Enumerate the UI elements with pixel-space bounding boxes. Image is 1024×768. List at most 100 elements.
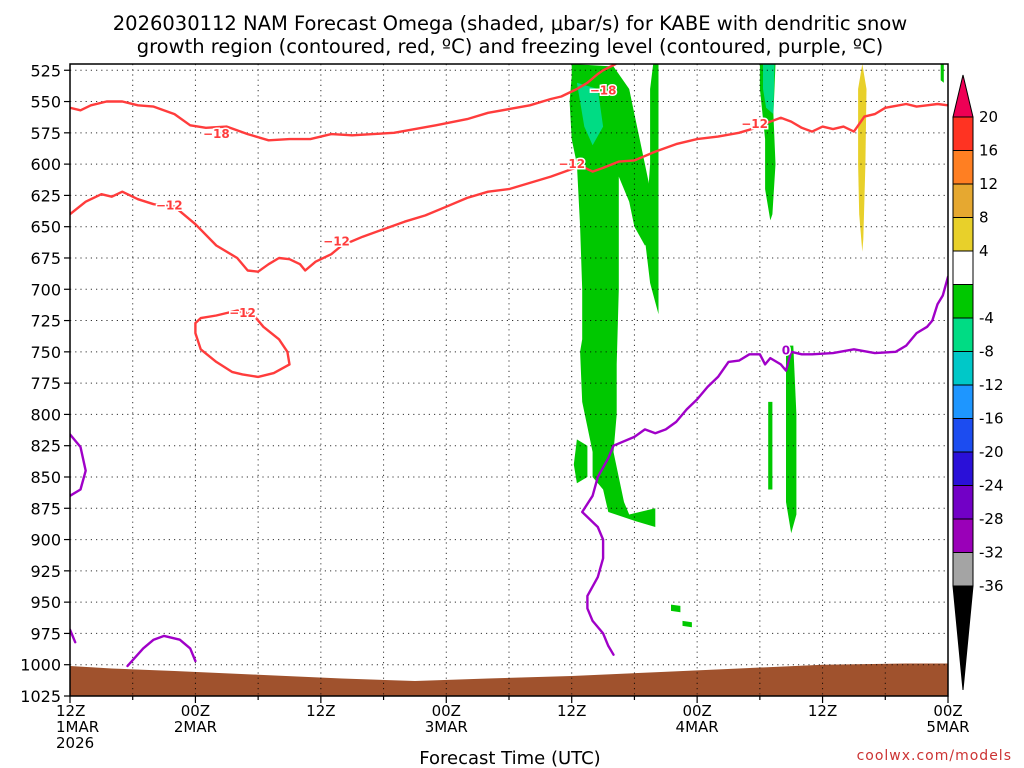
colorbar-box-13 <box>952 552 974 587</box>
colorbar-box-4 <box>952 250 974 285</box>
xtick-label-72-0: 12Z <box>808 702 837 720</box>
ytick-label-725: 725 <box>30 312 61 331</box>
colorbar-box-0 <box>952 116 974 151</box>
contour-label-0: −18 <box>203 127 230 141</box>
colorbar-label-11: -28 <box>979 510 1004 528</box>
ytick-label-775: 775 <box>30 374 61 393</box>
ytick-label-625: 625 <box>30 186 61 205</box>
grid-lines <box>70 64 948 696</box>
colorbar-box-2 <box>952 183 974 218</box>
xtick-label-48-0: 12Z <box>557 702 586 720</box>
temperature-contours <box>70 64 948 668</box>
contour-5 <box>126 634 197 668</box>
colorbar-box-5 <box>952 284 974 319</box>
contour-4 <box>70 433 87 497</box>
colorbar-label-9: -20 <box>979 443 1004 461</box>
colorbar-label-6: -8 <box>979 343 994 361</box>
chart-title-line-1: 2026030112 NAM Forecast Omega (shaded, μ… <box>113 12 908 35</box>
omega-region-2 <box>576 82 604 146</box>
ytick-label-700: 700 <box>30 280 61 299</box>
xtick-label-12-1: 2MAR <box>174 718 217 736</box>
ytick-label-575: 575 <box>30 124 61 143</box>
ytick-label-975: 975 <box>30 624 61 643</box>
colorbar-label-12: -32 <box>979 544 1004 562</box>
xtick-label-84-0: 00Z <box>933 702 962 720</box>
colorbar-box-7 <box>952 351 974 386</box>
contour-labels: −18 −18 −12 −12 −12 −12 −12 0 <box>154 82 791 359</box>
contour-0 <box>70 64 617 142</box>
ytick-label-950: 950 <box>30 593 61 612</box>
omega-shading <box>569 64 944 628</box>
contour-label-3: −12 <box>323 235 350 249</box>
colorbar-label-7: -12 <box>979 376 1004 394</box>
ytick-label-825: 825 <box>30 437 61 456</box>
contour-label-6: −12 <box>229 306 256 320</box>
colorbar-label-1: 16 <box>979 142 998 160</box>
xtick-label-36-1: 3MAR <box>425 718 468 736</box>
omega-region-1 <box>573 439 588 484</box>
colorbar-bottom-arrow <box>952 585 974 691</box>
colorbar-box-9 <box>952 418 974 453</box>
contour-label-4: −12 <box>558 157 585 171</box>
ytick-label-750: 750 <box>30 343 61 362</box>
credit-text: coolwx.com/models <box>857 748 1012 764</box>
xtick-label-0-1: 1MAR <box>56 718 99 736</box>
omega-region-6 <box>786 345 797 534</box>
xtick-label-60-1: 4MAR <box>676 718 719 736</box>
colorbar-box-8 <box>952 384 974 419</box>
colorbar-box-12 <box>952 518 974 553</box>
omega-region-5 <box>763 64 775 115</box>
xtick-label-0-2: 2026 <box>56 734 94 752</box>
x-axis-label: Forecast Time (UTC) <box>419 748 600 768</box>
xtick-label-36-0: 00Z <box>432 702 461 720</box>
colorbar-box-11 <box>952 485 974 520</box>
ground-surface <box>70 663 948 696</box>
colorbar-box-6 <box>952 317 974 352</box>
omega-region-11 <box>858 64 867 252</box>
ytick-label-875: 875 <box>30 499 61 518</box>
pressure-axis: 525 550 575 600 625 650 675 700 725 750 775 800 825 8… <box>20 61 70 706</box>
contour-2 <box>194 309 291 379</box>
colorbar-label-5: -4 <box>979 309 994 327</box>
ytick-label-1000: 1000 <box>20 656 61 675</box>
omega-region-10 <box>682 620 692 628</box>
contour-6 <box>70 628 77 644</box>
xtick-label-12-0: 00Z <box>181 702 210 720</box>
colorbar-label-8: -16 <box>979 410 1004 428</box>
ytick-label-675: 675 <box>30 249 61 268</box>
xtick-label-24-0: 12Z <box>306 702 335 720</box>
ytick-label-1025: 1025 <box>20 687 61 706</box>
colorbar-label-10: -24 <box>979 477 1004 495</box>
omega-region-3 <box>644 64 659 315</box>
contour-label-1: −18 <box>590 83 617 97</box>
colorbar-box-1 <box>952 150 974 185</box>
ytick-label-650: 650 <box>30 218 61 237</box>
colorbar-label-3: 8 <box>979 209 989 227</box>
ytick-label-800: 800 <box>30 405 61 424</box>
omega-region-0 <box>569 64 656 527</box>
contour-1 <box>70 102 948 273</box>
contour-3 <box>581 275 948 656</box>
ytick-label-525: 525 <box>30 61 61 80</box>
ytick-label-900: 900 <box>30 531 61 550</box>
chart-title-line-2: growth region (contoured, red, ºC) and f… <box>137 35 884 58</box>
omega-colorbar: 20 16 12 8 4 -4 -8 -12 -16 -20 -24 -28 -32 -36 <box>952 74 1004 691</box>
contour-label-7: 0 <box>782 344 790 358</box>
colorbar-box-3 <box>952 217 974 252</box>
colorbar-label-13: -36 <box>979 577 1004 595</box>
colorbar-label-4: 4 <box>979 242 989 260</box>
xtick-label-0-0: 12Z <box>56 702 85 720</box>
omega-region-9 <box>671 604 681 613</box>
ytick-label-600: 600 <box>30 155 61 174</box>
colorbar-label-2: 12 <box>979 175 998 193</box>
contour-label-2: −12 <box>156 198 183 212</box>
xtick-label-60-0: 00Z <box>682 702 711 720</box>
colorbar-label-0: 20 <box>979 108 998 126</box>
xtick-label-84-1: 5MAR <box>926 718 969 736</box>
ground-fill <box>70 663 948 696</box>
ytick-label-850: 850 <box>30 468 61 487</box>
omega-region-8 <box>940 64 944 83</box>
omega-region-7 <box>768 401 773 490</box>
